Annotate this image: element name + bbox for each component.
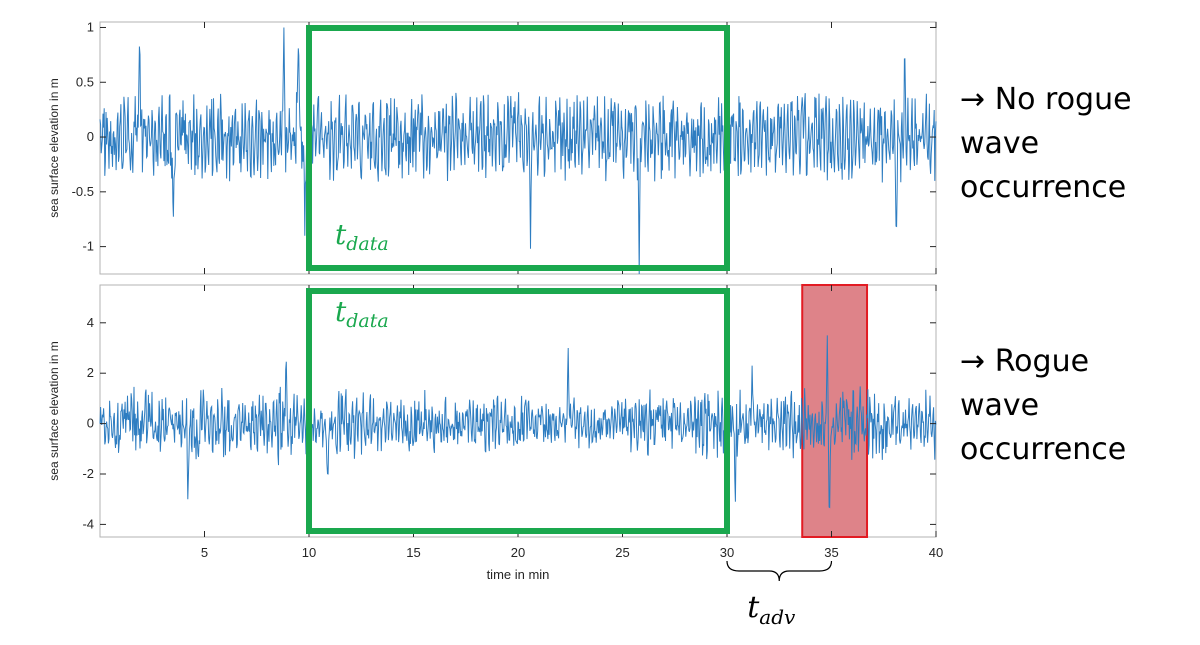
y-tick-label: -0.5 <box>72 184 94 199</box>
x-axis-label: time in min <box>487 567 550 582</box>
arrow-right-icon: → <box>960 344 986 379</box>
x-tick-label: 5 <box>201 545 208 560</box>
no-rogue-line-1: → No rogue <box>960 78 1132 122</box>
rogue-text-1: Rogue <box>994 344 1090 379</box>
x-tick-label: 10 <box>302 545 316 560</box>
no-rogue-line-2: wave <box>960 126 1040 161</box>
rogue-line-1: → Rogue <box>960 340 1126 384</box>
bottom-panel: -4 -2 0 2 4 5 10 15 20 25 30 35 40 sea surface elev… <box>47 284 943 629</box>
y-tick-label: 1 <box>87 19 94 34</box>
rogue-line-3: occurrence <box>960 432 1127 467</box>
rogue-highlight-box <box>801 284 869 538</box>
tadv-sub: adv <box>759 605 796 629</box>
no-rogue-line-3: occurrence <box>960 170 1127 205</box>
no-rogue-text-1: No rogue <box>994 82 1132 117</box>
bottom-series-line <box>99 335 937 509</box>
y-tick-label: -2 <box>82 466 94 481</box>
y-tick-label: 2 <box>87 365 94 380</box>
bottom-tdata-t: t <box>335 295 347 328</box>
tadv-label: tadv <box>747 590 796 629</box>
top-series-line <box>99 27 937 275</box>
tadv-brace <box>726 560 833 582</box>
bottom-tdata-sub: data <box>346 310 388 332</box>
x-tick-label: 20 <box>511 545 525 560</box>
y-tick-label: 0 <box>87 416 94 431</box>
top-tdata-label: tdata <box>335 218 389 255</box>
bottom-tdata-window <box>306 288 730 534</box>
x-tick-label: 30 <box>720 545 734 560</box>
rogue-line-2: wave <box>960 388 1040 423</box>
no-rogue-annotation: → No rogue wave occurrence <box>960 78 1132 210</box>
x-tick-label: 25 <box>615 545 629 560</box>
y-tick-label: 0.5 <box>76 74 94 89</box>
tadv-t: t <box>747 590 760 625</box>
x-tick-label: 40 <box>929 545 943 560</box>
y-tick-label: -4 <box>82 516 94 531</box>
x-tick-label: 35 <box>824 545 838 560</box>
y-tick-label: 0 <box>87 129 94 144</box>
bottom-y-axis-label: sea surface elevation in m <box>47 341 61 480</box>
top-tdata-window <box>306 25 730 271</box>
bottom-tdata-label: tdata <box>335 295 389 332</box>
top-tdata-t: t <box>335 218 347 251</box>
x-tick-label: 15 <box>406 545 420 560</box>
y-tick-label: 4 <box>87 315 94 330</box>
top-tdata-sub: data <box>346 233 388 255</box>
rogue-annotation: → Rogue wave occurrence <box>960 340 1126 472</box>
top-y-axis-label: sea surface elevation in m <box>47 78 61 217</box>
arrow-right-icon: → <box>960 82 986 117</box>
y-tick-label: -1 <box>82 239 94 254</box>
top-panel: -1 -0.5 0 0.5 1 sea surface elevation in m t… <box>47 19 937 275</box>
